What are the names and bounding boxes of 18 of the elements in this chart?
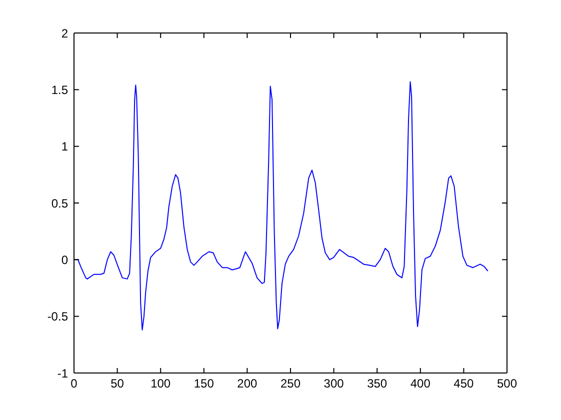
y-tick-label: 0: [61, 252, 68, 267]
x-tick-label: 350: [367, 376, 388, 391]
y-tick-label: 0.5: [51, 196, 68, 210]
x-tick-label: 150: [194, 376, 214, 391]
x-tick-label: 400: [410, 376, 431, 391]
x-tick-label: 0: [70, 376, 78, 391]
x-tick-label: 100: [150, 376, 171, 391]
x-tick-label: 300: [324, 376, 344, 391]
x-tick-label: 200: [237, 376, 258, 391]
x-tick-label: 450: [454, 376, 474, 391]
x-tick-label: 250: [280, 376, 301, 391]
x-tick-label: 500: [496, 376, 518, 391]
y-tick-label: -1: [57, 366, 68, 380]
y-tick-label: -0.5: [47, 310, 68, 324]
y-tick-label: 2: [61, 26, 68, 40]
y-tick-label: 1.5: [51, 82, 68, 97]
x-tick-label: 50: [110, 376, 124, 391]
y-tick-label: 1: [61, 140, 68, 154]
